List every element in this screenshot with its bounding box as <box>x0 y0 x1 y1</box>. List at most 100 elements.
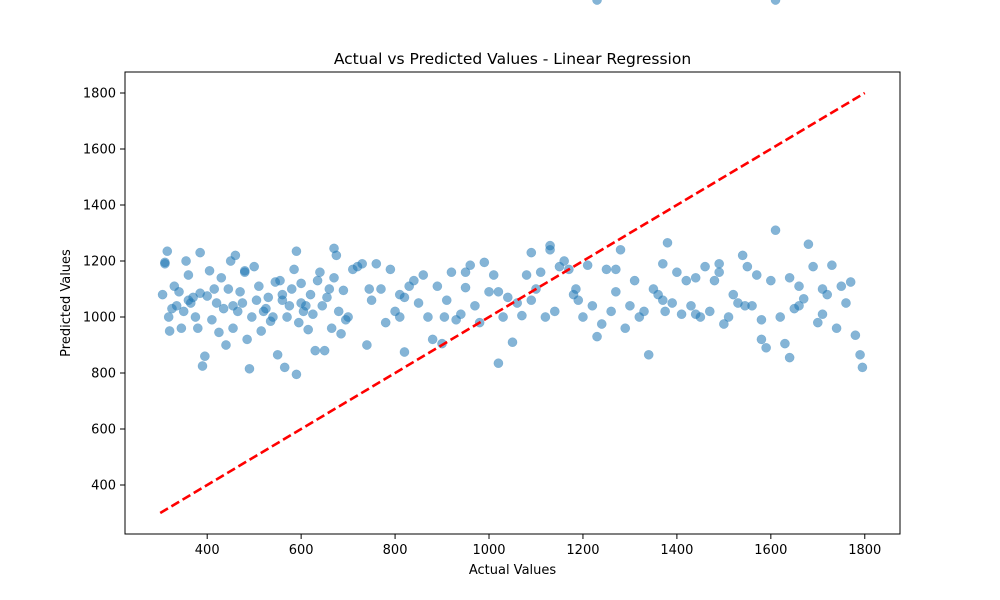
data-point <box>190 312 201 322</box>
x-axis-label: Actual Values <box>469 563 557 578</box>
data-point <box>366 295 377 306</box>
data-point <box>521 270 532 280</box>
data-point <box>230 250 241 261</box>
data-point <box>427 334 438 345</box>
data-point <box>204 265 215 276</box>
data-point <box>845 277 856 287</box>
data-point <box>237 298 248 308</box>
data-point <box>676 309 687 320</box>
data-point <box>470 300 480 311</box>
data-point <box>195 247 205 258</box>
data-point <box>362 340 372 350</box>
y-tick-label: 400 <box>91 479 116 494</box>
y-axis-label: Predicted Values <box>59 249 74 357</box>
y-tick-label: 1200 <box>83 255 116 270</box>
data-point <box>587 300 598 311</box>
data-point <box>218 303 229 314</box>
data-point <box>221 340 231 350</box>
x-tick-label: 400 <box>195 543 220 558</box>
data-point <box>517 310 527 321</box>
data-point <box>174 286 184 297</box>
reference-line-group <box>159 91 866 515</box>
data-point <box>183 270 194 280</box>
data-point <box>380 317 391 328</box>
y-tick-label: 800 <box>91 367 116 382</box>
x-tick-label: 1000 <box>472 543 505 558</box>
data-point <box>188 292 198 303</box>
data-point <box>681 275 692 286</box>
x-tick-label: 1400 <box>660 543 693 558</box>
data-point <box>296 298 306 308</box>
data-point <box>610 264 621 275</box>
data-point <box>756 334 767 345</box>
data-point <box>765 275 776 286</box>
data-point <box>171 300 182 311</box>
x-tick-label: 1600 <box>754 543 787 558</box>
data-point <box>841 298 851 308</box>
data-point <box>214 327 224 338</box>
data-point <box>364 284 375 294</box>
data-point <box>615 244 626 255</box>
data-point <box>263 292 274 303</box>
data-point <box>545 240 555 251</box>
data-point <box>336 328 346 339</box>
data-point <box>296 278 306 289</box>
data-point <box>479 257 490 268</box>
data-point <box>211 298 222 308</box>
data-point <box>742 261 753 272</box>
x-tick-label: 600 <box>289 543 314 558</box>
data-point <box>761 342 771 353</box>
data-point <box>446 267 457 278</box>
data-point <box>399 292 410 303</box>
data-point <box>660 306 671 317</box>
data-point <box>502 292 513 303</box>
data-point <box>794 281 804 292</box>
data-point <box>181 256 191 266</box>
data-point <box>291 369 302 380</box>
data-point <box>728 289 739 300</box>
data-point <box>686 300 696 311</box>
data-point <box>629 275 640 286</box>
data-point <box>672 267 682 278</box>
data-point <box>251 295 262 306</box>
data-point <box>293 317 304 328</box>
data-point <box>540 312 551 322</box>
y-tick-label: 1800 <box>83 87 116 102</box>
data-point <box>423 312 433 322</box>
data-point <box>770 0 781 5</box>
y-tick-label: 1600 <box>83 143 116 158</box>
data-point <box>484 286 494 297</box>
data-point <box>596 319 607 329</box>
data-point <box>261 303 271 314</box>
data-point <box>662 237 673 248</box>
data-point <box>507 337 518 348</box>
data-point <box>308 309 318 320</box>
data-point <box>751 270 762 280</box>
data-point <box>559 256 570 266</box>
data-point <box>178 306 189 317</box>
data-point <box>246 312 257 322</box>
data-point <box>197 361 208 371</box>
data-point <box>493 286 504 297</box>
data-point <box>831 323 842 334</box>
data-point <box>235 286 245 297</box>
data-point <box>714 258 725 269</box>
data-point <box>775 312 786 322</box>
data-point <box>322 292 332 303</box>
data-point <box>798 293 809 304</box>
data-point <box>822 289 833 300</box>
data-point <box>439 312 450 322</box>
data-point <box>256 326 267 336</box>
data-point <box>770 225 781 236</box>
data-point <box>460 282 471 293</box>
data-point <box>228 300 238 311</box>
data-point <box>163 312 174 322</box>
data-point <box>399 347 410 357</box>
data-point <box>571 284 581 294</box>
data-point <box>526 295 537 306</box>
data-point <box>394 312 405 322</box>
data-point <box>242 334 252 345</box>
x-axis-ticks: 400 600 800 1000 1200 1400 1600 1800 <box>195 534 881 558</box>
data-point <box>857 362 868 373</box>
data-point <box>160 258 170 269</box>
